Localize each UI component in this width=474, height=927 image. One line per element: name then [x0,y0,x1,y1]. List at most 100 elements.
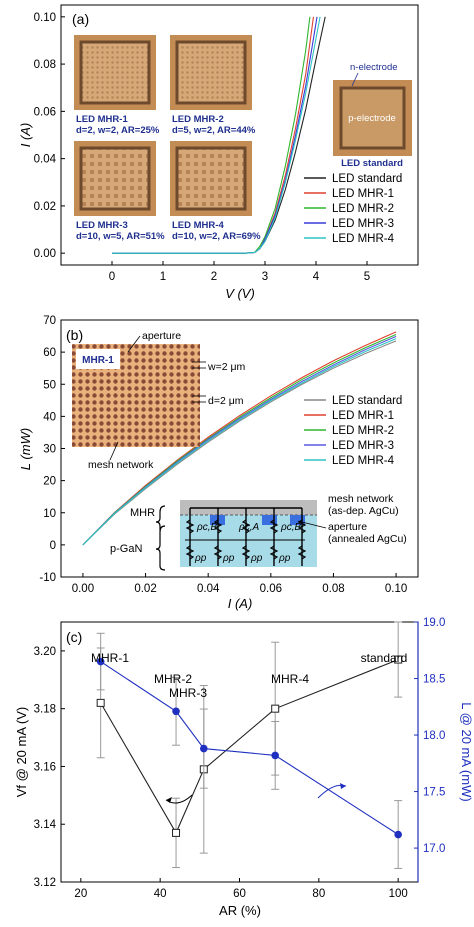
aperture-note-1: aperture [328,521,367,533]
panel-b-ylabel: L (mW) [18,428,33,470]
panel-b-y-tick-label: 10 [43,508,56,520]
panel-c-series [96,621,403,869]
panel-c-point-right [172,707,180,716]
panel-c-y-tick-label: 3.12 [34,877,56,889]
panel-a-y-tick-label: 0.08 [34,59,56,71]
panel-b-label: (b) [66,327,83,343]
panel-c-right-tick-label: 18.0 [423,730,445,742]
panel-a-y-tick-label: 0.00 [34,248,56,260]
panel-a-ylabel: I (A) [18,123,33,148]
panel-c-y-tick-label: 3.18 [34,704,56,716]
panel-b-x-tick-label: 0.10 [385,583,407,595]
panel-b-x-tick-label: 0.04 [197,583,220,595]
panel-b-xlabel: I (A) [228,596,253,611]
panel-c-point-label-standard: standard [361,651,408,665]
chip-mhr-3-label: LED MHR-3 [76,220,128,231]
panel-c-label: (c) [66,629,82,645]
resistor-zigzag-top [213,519,223,534]
panel-c-x-tick-label: 40 [154,888,167,900]
panel-b-y-tick-label: 40 [43,411,56,423]
chip-mhr-2-label: LED MHR-2 [172,114,224,125]
aperture-pointer [127,335,141,353]
panel-b-x-tick-label: 0.08 [322,583,344,595]
panel-b-series-line-led-standard [82,340,397,546]
aperture-block-2 [262,515,277,525]
pgan-layer-label: p-GaN [110,543,142,555]
d-label: d=2 μm [208,395,244,407]
panel-c-point-right [394,830,402,839]
panel-a-y-tick-label: 0.02 [34,201,56,213]
chip-mhr-1-params: d=2, w=2, AR=25% [76,125,160,136]
panel-c-y-tick-label: 3.14 [34,819,57,831]
p-electrode-label: p-electrode [348,113,396,124]
chip-standard-label: LED standard [341,158,403,169]
panel-b: (b) 0.00 0.02 0.04 0.06 0.08 0.10 -10 0 10 20 30 40… [18,315,419,611]
panel-b-series-line-led-mhr-1 [82,331,397,546]
resistor-zigzag-bottom [297,545,307,560]
panel-c-xlabel: AR (%) [219,903,261,918]
panel-c-point-left [394,655,403,664]
panel-b-legend-label: LED MHR-3 [332,440,394,452]
panel-a-series [112,16,326,254]
panel-c-ylabel-right-text: L @ 20 mA (mW) [459,702,474,801]
panel-a-x-tick-label: 1 [160,271,166,283]
panel-c-point-right [271,751,280,760]
left-axis-arrowhead [166,797,172,803]
panel-b-series [82,331,397,546]
panel-b-y-tick-label: -10 [39,572,56,584]
panel-c-x-tick-label: 20 [74,888,87,900]
rho-p-label: ρp [222,553,235,564]
chip-mhr-4-label: LED MHR-4 [172,220,224,231]
panel-b-series-line-led-mhr-4 [82,338,397,546]
resistor-zigzag-bottom [241,545,251,560]
panel-b-legend-label: LED MHR-2 [332,425,394,437]
mhr-1-tag: MHR-1 [82,355,114,366]
panel-b-legend: LED standard LED MHR-1 LED MHR-2 LED MHR-3 L… [304,395,402,467]
resistor-zigzag-top [269,519,279,534]
panel-a-y-tick-label: 0.10 [34,12,56,24]
panel-c-right-tick-label: 19.0 [423,617,445,629]
rho-contact-label: ρc,B [280,522,302,533]
resistor-network: ρc,B ρc,A ρc,B ρp ρp ρp ρp [185,507,307,566]
panel-b-ticks: 0.00 0.02 0.04 0.06 0.08 0.10 -10 0 10 20 30 40 50 60… [39,315,407,595]
mhr-1-tag-box [76,349,120,369]
right-axis-arrowhead [340,783,346,789]
aperture-block-3 [290,515,305,525]
panel-c-ylabel-right: L @ 20 mA (mW) [459,702,474,801]
panel-a-label: (a) [72,11,89,27]
panel-c-point-left [271,704,280,713]
rho-p-label: ρp [194,553,207,564]
panel-b-legend-label: LED MHR-1 [332,410,394,422]
mhr-brace [155,505,166,530]
resistor-zigzag-bottom [185,545,195,560]
panel-c-point-left [172,828,181,837]
panel-c-x-tick-label: 80 [312,888,325,900]
panel-a-legend-label: LED MHR-2 [332,203,394,215]
panel-a-series-line-led-mhr-4 [112,16,321,254]
panel-c-point-label-mhr-2: MHR-2 [154,672,192,686]
panel-c-y-tick-label: 3.16 [34,761,56,773]
aperture-label: aperture [142,330,181,342]
mhr-schematic-inset: ρc,B ρc,A ρc,B ρp ρp ρp ρp MHR p-GaN mesh netw… [110,493,407,571]
panel-c-point-label-mhr-3: MHR-3 [169,686,207,700]
chip-photo-mhr-2: LED MHR-2 d=5, w=2, AR=44% [170,35,256,136]
panel-c: (c) 20 40 60 80 100 3.12 3.14 3.16 3.18 3.20 17.0 1… [14,617,474,918]
panel-c-point-label-mhr-4: MHR-4 [271,672,309,686]
panel-a-y-tick-label: 0.04 [34,154,57,166]
panel-a-legend-label: LED MHR-1 [332,188,394,200]
mesh-network-note-1: mesh network [328,493,394,505]
chip-photo-mhr-4: LED MHR-4 d=10, w=2, AR=69% [170,141,261,242]
mesh-network-label: mesh network [88,459,154,471]
panel-b-legend-label: LED MHR-4 [332,455,395,467]
panel-c-point-left [96,698,105,707]
panel-a-legend: LED standard LED MHR-1 LED MHR-2 LED MHR-3 L… [304,173,402,245]
panel-a-xlabel: V (V) [225,286,255,301]
chip-photo-standard: n-electrode p-electrode LED standard [333,62,412,169]
panel-a-ticks: 0 1 2 3 4 5 0.00 0.02 0.04 0.06 0.08 0.10 [34,12,371,283]
panel-a-x-tick-label: 4 [313,271,320,283]
panel-c-point-label-mhr-1: MHR-1 [91,651,129,665]
panel-c-series-line-left [100,659,399,835]
panel-a-x-tick-label: 0 [109,271,115,283]
panel-c-ylabel-left-text: Vf @ 20 mA (V) [14,707,29,798]
